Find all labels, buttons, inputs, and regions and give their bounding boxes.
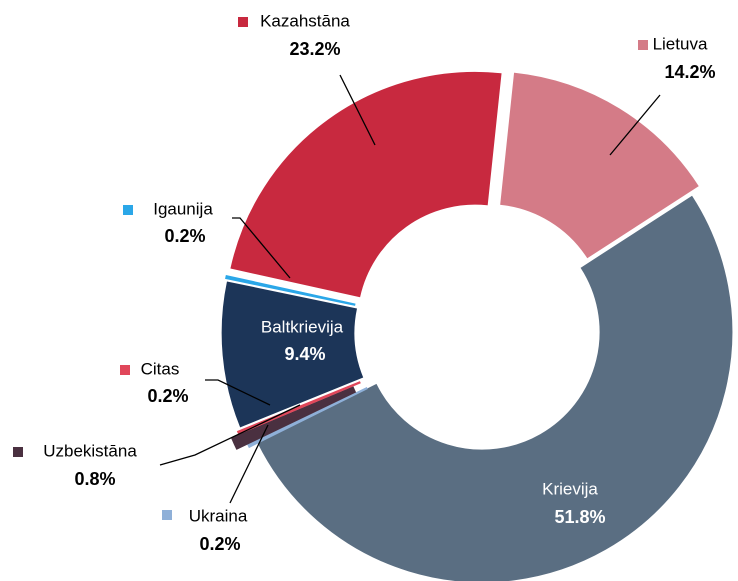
value-label: 9.4% (284, 344, 325, 364)
category-label: Ukraina (189, 506, 248, 525)
value-label: 51.8% (554, 507, 605, 527)
category-label: Lietuva (653, 34, 708, 53)
leader-line (609, 94, 661, 156)
legend-swatch (228, 323, 238, 333)
category-label: Uzbekistāna (43, 441, 137, 460)
value-label: 14.2% (664, 62, 715, 82)
value-label: 0.2% (199, 534, 240, 554)
slice (247, 386, 368, 449)
leader-line (232, 217, 291, 279)
category-label: Krievija (542, 479, 598, 498)
category-label: Igaunija (153, 199, 213, 218)
value-label: 23.2% (289, 39, 340, 59)
legend-swatch (238, 17, 248, 27)
slice (257, 195, 733, 581)
legend-swatch (638, 40, 648, 50)
legend-swatch (123, 205, 133, 215)
value-label: 0.2% (147, 386, 188, 406)
leader-line (205, 379, 271, 406)
legend-swatch (162, 510, 172, 520)
category-label: Kazahstāna (260, 11, 350, 30)
legend-swatch (13, 447, 23, 457)
leader-line (159, 404, 301, 466)
value-label: 0.2% (164, 226, 205, 246)
slice (221, 281, 364, 428)
slice (236, 381, 361, 435)
leader-line (229, 424, 269, 504)
leader-line (339, 74, 376, 146)
slice (500, 72, 699, 259)
category-label: Citas (141, 359, 180, 378)
category-label: Baltkrievija (261, 317, 344, 336)
slice (225, 274, 356, 306)
slice (230, 71, 502, 298)
slice (230, 386, 357, 450)
value-label: 0.8% (74, 469, 115, 489)
legend-swatch (120, 365, 130, 375)
